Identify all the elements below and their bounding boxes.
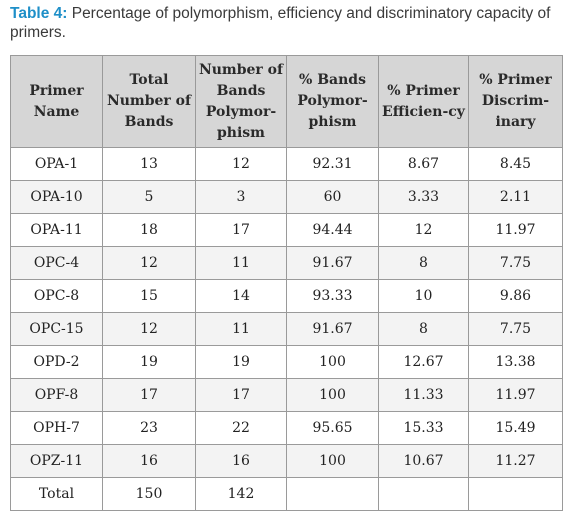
table-cell: 13.38 bbox=[468, 345, 563, 379]
table-cell: OPD-2 bbox=[10, 345, 103, 379]
table-cell bbox=[286, 477, 379, 511]
table-cell: 16 bbox=[102, 444, 196, 478]
table-cell: OPC-4 bbox=[10, 246, 103, 280]
table-cell: 11.97 bbox=[468, 378, 563, 412]
table-cell: 11.97 bbox=[468, 213, 563, 247]
table-row: OPF-8 17 17 100 11.33 11.97 bbox=[10, 378, 563, 412]
header-row: Primer Name Total Number of Bands Number… bbox=[10, 55, 563, 148]
table-cell: 15.33 bbox=[378, 411, 469, 445]
table-row: OPA-10 5 3 60 3.33 2.11 bbox=[10, 180, 563, 214]
table-cell: 23 bbox=[102, 411, 196, 445]
table-cell: 12 bbox=[378, 213, 469, 247]
table-cell: 19 bbox=[195, 345, 287, 379]
table-cell: 18 bbox=[102, 213, 196, 247]
table-cell: 8.45 bbox=[468, 147, 563, 181]
table-cell: 60 bbox=[286, 180, 379, 214]
table-cell: OPA-11 bbox=[10, 213, 103, 247]
primers-table: Primer Name Total Number of Bands Number… bbox=[10, 55, 563, 511]
table-cell: OPF-8 bbox=[10, 378, 103, 412]
column-header: Primer Name bbox=[10, 55, 103, 148]
table-caption-text: Percentage of polymorphism, efficiency a… bbox=[10, 5, 551, 41]
table-cell: 14 bbox=[195, 279, 287, 313]
table-cell bbox=[468, 477, 563, 511]
table-row: OPA-11 18 17 94.44 12 11.97 bbox=[10, 213, 563, 247]
table-cell: 16 bbox=[195, 444, 287, 478]
table-cell: OPC-8 bbox=[10, 279, 103, 313]
table-cell: 12 bbox=[195, 147, 287, 181]
table-cell: 9.86 bbox=[468, 279, 563, 313]
table-cell: 8 bbox=[378, 246, 469, 280]
table-cell: 100 bbox=[286, 444, 379, 478]
table-caption: Table 4: Percentage of polymorphism, eff… bbox=[10, 4, 562, 42]
table-cell: Total bbox=[10, 477, 103, 511]
column-header: Total Number of Bands bbox=[102, 55, 196, 148]
table-cell: OPA-1 bbox=[10, 147, 103, 181]
table-cell: 150 bbox=[102, 477, 196, 511]
table-cell: OPH-7 bbox=[10, 411, 103, 445]
table-cell: 100 bbox=[286, 378, 379, 412]
table-cell: 10 bbox=[378, 279, 469, 313]
table-cell: 94.44 bbox=[286, 213, 379, 247]
table-cell: 3 bbox=[195, 180, 287, 214]
column-header: % Primer Discrim-inary bbox=[468, 55, 563, 148]
table-row: OPC-8 15 14 93.33 10 9.86 bbox=[10, 279, 563, 313]
table-cell: 7.75 bbox=[468, 246, 563, 280]
table-cell: 100 bbox=[286, 345, 379, 379]
table-cell: 17 bbox=[195, 378, 287, 412]
table-row: OPA-1 13 12 92.31 8.67 8.45 bbox=[10, 147, 563, 181]
table-cell: 8 bbox=[378, 312, 469, 346]
table-cell: 15 bbox=[102, 279, 196, 313]
column-header: Number of Bands Polymor-phism bbox=[195, 55, 287, 148]
table-cell: 142 bbox=[195, 477, 287, 511]
table-cell: 2.11 bbox=[468, 180, 563, 214]
table-cell: OPC-15 bbox=[10, 312, 103, 346]
table-cell: OPA-10 bbox=[10, 180, 103, 214]
table-cell: 11 bbox=[195, 246, 287, 280]
table-cell: 95.65 bbox=[286, 411, 379, 445]
table-cell: 91.67 bbox=[286, 246, 379, 280]
table-cell: 17 bbox=[195, 213, 287, 247]
table-cell: 5 bbox=[102, 180, 196, 214]
table-label: Table 4: bbox=[10, 5, 68, 22]
table-cell: 8.67 bbox=[378, 147, 469, 181]
table-cell: 19 bbox=[102, 345, 196, 379]
table-cell: 10.67 bbox=[378, 444, 469, 478]
table-cell bbox=[378, 477, 469, 511]
table-cell: 92.31 bbox=[286, 147, 379, 181]
table-cell: 3.33 bbox=[378, 180, 469, 214]
column-header: % Primer Efficien-cy bbox=[378, 55, 469, 148]
table-cell: 11.33 bbox=[378, 378, 469, 412]
table-cell: 11.27 bbox=[468, 444, 563, 478]
table-cell: 12.67 bbox=[378, 345, 469, 379]
table-cell: 13 bbox=[102, 147, 196, 181]
table-row: OPC-15 12 11 91.67 8 7.75 bbox=[10, 312, 563, 346]
table-cell: 17 bbox=[102, 378, 196, 412]
table-cell: 15.49 bbox=[468, 411, 563, 445]
table-row: Total 150 142 bbox=[10, 477, 563, 511]
table-cell: OPZ-11 bbox=[10, 444, 103, 478]
table-cell: 93.33 bbox=[286, 279, 379, 313]
table-row: OPC-4 12 11 91.67 8 7.75 bbox=[10, 246, 563, 280]
table-cell: 11 bbox=[195, 312, 287, 346]
table-cell: 12 bbox=[102, 246, 196, 280]
table-row: OPD-2 19 19 100 12.67 13.38 bbox=[10, 345, 563, 379]
table-body: OPA-1 13 12 92.31 8.67 8.45 OPA-10 5 3 60 3.33 2.11… bbox=[10, 147, 563, 511]
table-row: OPZ-11 16 16 100 10.67 11.27 bbox=[10, 444, 563, 478]
table-cell: 22 bbox=[195, 411, 287, 445]
table-cell: 7.75 bbox=[468, 312, 563, 346]
table-row: OPH-7 23 22 95.65 15.33 15.49 bbox=[10, 411, 563, 445]
column-header: % Bands Polymor-phism bbox=[286, 55, 379, 148]
table-cell: 91.67 bbox=[286, 312, 379, 346]
table-cell: 12 bbox=[102, 312, 196, 346]
